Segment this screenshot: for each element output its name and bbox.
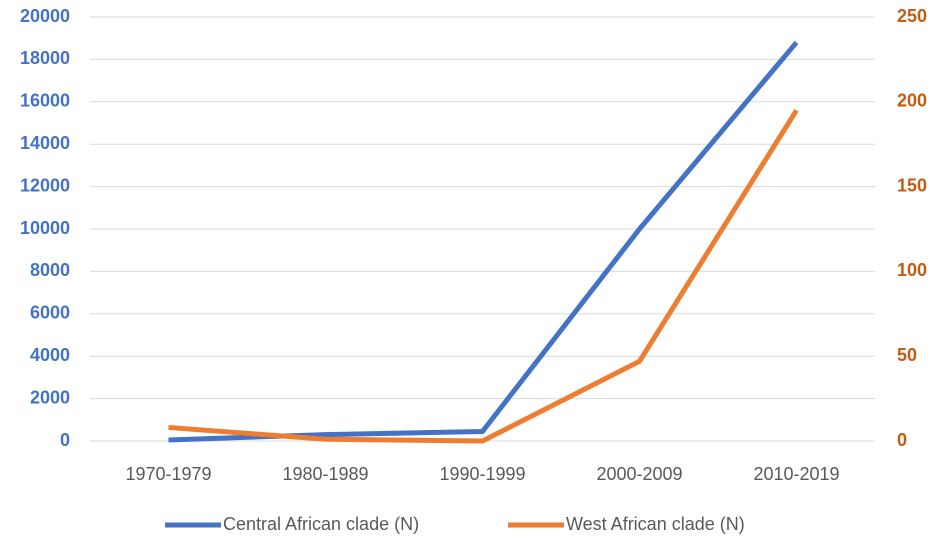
y-tick-label: 10000 — [20, 218, 70, 238]
y2-tick-label: 100 — [897, 260, 927, 280]
y2-tick-label: 0 — [897, 430, 907, 450]
y2-tick-label: 150 — [897, 175, 927, 195]
series-line — [168, 108, 799, 444]
y-tick-label: 14000 — [20, 133, 70, 153]
y-tick-label: 18000 — [20, 48, 70, 68]
y-tick-label: 8000 — [30, 260, 70, 280]
y-tick-label: 12000 — [20, 175, 70, 195]
x-tick-label: 1970-1979 — [125, 464, 211, 484]
y2-tick-label: 50 — [897, 345, 917, 365]
x-tick-label: 2000-2009 — [596, 464, 682, 484]
y2-tick-label: 250 — [897, 6, 927, 26]
y-tick-label: 20000 — [20, 6, 70, 26]
legend-label: Central African clade (N) — [223, 514, 419, 534]
y-tick-label: 4000 — [30, 345, 70, 365]
y-tick-label: 6000 — [30, 303, 70, 323]
x-tick-label: 1990-1999 — [439, 464, 525, 484]
y-tick-label: 2000 — [30, 387, 70, 407]
y-tick-label: 16000 — [20, 91, 70, 111]
y2-tick-label: 200 — [897, 91, 927, 111]
x-tick-label: 1980-1989 — [282, 464, 368, 484]
legend-label: West African clade (N) — [566, 514, 745, 534]
x-tick-label: 2010-2019 — [753, 464, 839, 484]
y-tick-label: 0 — [60, 430, 70, 450]
